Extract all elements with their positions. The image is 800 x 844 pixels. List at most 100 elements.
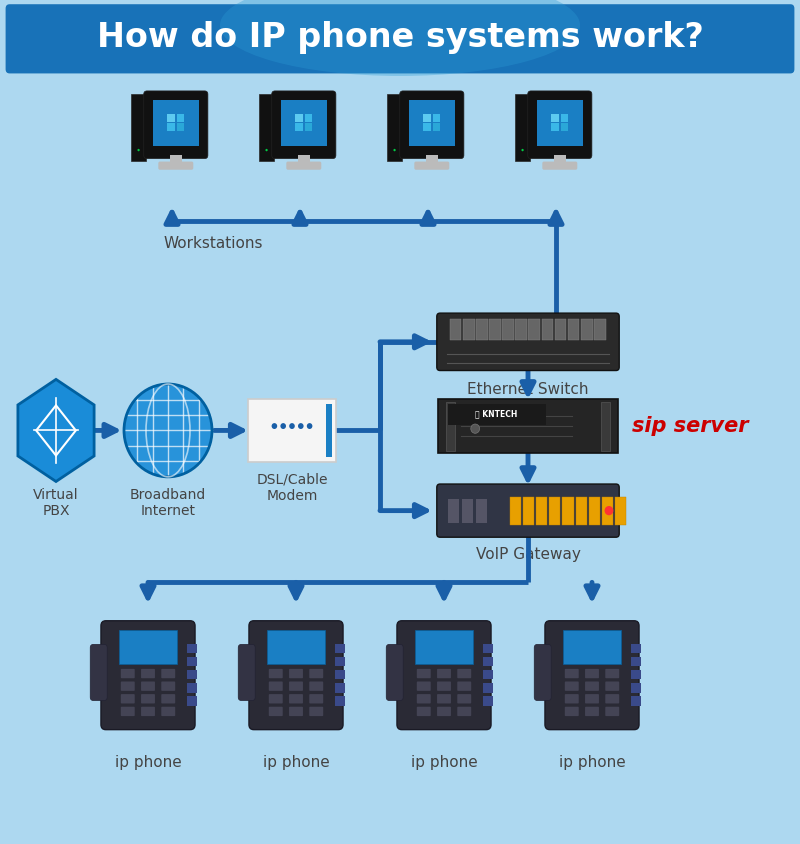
- FancyBboxPatch shape: [602, 497, 614, 525]
- Circle shape: [266, 149, 268, 151]
- Text: ip phone: ip phone: [558, 755, 626, 771]
- FancyBboxPatch shape: [269, 668, 282, 679]
- FancyBboxPatch shape: [630, 644, 642, 653]
- FancyBboxPatch shape: [585, 706, 599, 716]
- Text: ip phone: ip phone: [262, 755, 330, 771]
- FancyBboxPatch shape: [310, 668, 323, 679]
- FancyBboxPatch shape: [121, 681, 134, 691]
- FancyBboxPatch shape: [489, 319, 501, 340]
- FancyBboxPatch shape: [534, 645, 551, 701]
- FancyBboxPatch shape: [476, 319, 488, 340]
- FancyBboxPatch shape: [458, 694, 471, 704]
- FancyBboxPatch shape: [286, 161, 322, 170]
- Circle shape: [298, 423, 304, 429]
- FancyBboxPatch shape: [476, 499, 487, 523]
- FancyBboxPatch shape: [249, 621, 343, 729]
- Circle shape: [124, 384, 212, 477]
- FancyBboxPatch shape: [141, 668, 155, 679]
- FancyBboxPatch shape: [437, 313, 619, 371]
- FancyBboxPatch shape: [269, 706, 282, 716]
- Text: ip phone: ip phone: [410, 755, 478, 771]
- FancyBboxPatch shape: [483, 683, 493, 692]
- FancyBboxPatch shape: [523, 497, 534, 525]
- FancyBboxPatch shape: [386, 645, 403, 701]
- FancyBboxPatch shape: [630, 683, 642, 692]
- FancyBboxPatch shape: [335, 683, 346, 692]
- FancyBboxPatch shape: [483, 644, 493, 653]
- FancyBboxPatch shape: [437, 484, 619, 538]
- FancyBboxPatch shape: [289, 681, 303, 691]
- Circle shape: [522, 149, 524, 151]
- FancyBboxPatch shape: [433, 114, 440, 122]
- FancyBboxPatch shape: [187, 644, 198, 653]
- FancyBboxPatch shape: [551, 114, 559, 122]
- FancyBboxPatch shape: [305, 123, 312, 131]
- FancyBboxPatch shape: [101, 621, 195, 729]
- FancyBboxPatch shape: [141, 706, 155, 716]
- FancyBboxPatch shape: [281, 100, 327, 146]
- FancyBboxPatch shape: [581, 319, 593, 340]
- Circle shape: [605, 506, 614, 515]
- FancyBboxPatch shape: [554, 155, 566, 163]
- FancyBboxPatch shape: [414, 161, 450, 170]
- FancyBboxPatch shape: [415, 630, 473, 663]
- FancyBboxPatch shape: [289, 706, 303, 716]
- FancyBboxPatch shape: [606, 668, 619, 679]
- FancyBboxPatch shape: [167, 123, 175, 131]
- FancyBboxPatch shape: [585, 681, 599, 691]
- FancyBboxPatch shape: [417, 694, 430, 704]
- FancyBboxPatch shape: [158, 161, 194, 170]
- Circle shape: [280, 423, 286, 429]
- Circle shape: [271, 423, 278, 429]
- FancyBboxPatch shape: [177, 123, 184, 131]
- Text: ip phone: ip phone: [114, 755, 182, 771]
- FancyBboxPatch shape: [433, 123, 440, 131]
- FancyBboxPatch shape: [170, 155, 182, 163]
- FancyBboxPatch shape: [248, 399, 336, 463]
- FancyBboxPatch shape: [144, 91, 208, 159]
- FancyBboxPatch shape: [576, 497, 587, 525]
- FancyBboxPatch shape: [515, 94, 530, 161]
- FancyBboxPatch shape: [272, 91, 336, 159]
- FancyBboxPatch shape: [565, 694, 578, 704]
- FancyBboxPatch shape: [335, 670, 346, 679]
- FancyBboxPatch shape: [267, 630, 325, 663]
- Text: Broadband
Internet: Broadband Internet: [130, 488, 206, 518]
- FancyBboxPatch shape: [409, 100, 455, 146]
- FancyBboxPatch shape: [585, 668, 599, 679]
- FancyBboxPatch shape: [515, 319, 527, 340]
- FancyBboxPatch shape: [417, 681, 430, 691]
- FancyBboxPatch shape: [162, 694, 175, 704]
- FancyBboxPatch shape: [615, 497, 626, 525]
- FancyBboxPatch shape: [458, 681, 471, 691]
- FancyBboxPatch shape: [606, 681, 619, 691]
- FancyBboxPatch shape: [483, 657, 493, 666]
- FancyBboxPatch shape: [187, 696, 198, 706]
- FancyBboxPatch shape: [630, 696, 642, 706]
- FancyBboxPatch shape: [426, 155, 438, 163]
- FancyBboxPatch shape: [387, 94, 402, 161]
- Circle shape: [471, 424, 480, 433]
- FancyBboxPatch shape: [437, 668, 451, 679]
- Text: Workstations: Workstations: [164, 236, 263, 252]
- FancyBboxPatch shape: [121, 694, 134, 704]
- FancyBboxPatch shape: [335, 657, 346, 666]
- FancyBboxPatch shape: [295, 123, 303, 131]
- FancyBboxPatch shape: [561, 114, 568, 122]
- FancyBboxPatch shape: [187, 670, 198, 679]
- FancyBboxPatch shape: [326, 404, 332, 457]
- FancyBboxPatch shape: [141, 681, 155, 691]
- FancyBboxPatch shape: [167, 114, 175, 122]
- FancyBboxPatch shape: [502, 319, 514, 340]
- FancyBboxPatch shape: [295, 114, 303, 122]
- FancyBboxPatch shape: [528, 91, 592, 159]
- FancyBboxPatch shape: [448, 404, 546, 425]
- FancyBboxPatch shape: [310, 694, 323, 704]
- FancyBboxPatch shape: [601, 402, 610, 451]
- FancyBboxPatch shape: [397, 621, 491, 729]
- FancyBboxPatch shape: [141, 694, 155, 704]
- FancyBboxPatch shape: [153, 100, 199, 146]
- FancyBboxPatch shape: [550, 497, 561, 525]
- FancyBboxPatch shape: [542, 161, 578, 170]
- FancyBboxPatch shape: [289, 694, 303, 704]
